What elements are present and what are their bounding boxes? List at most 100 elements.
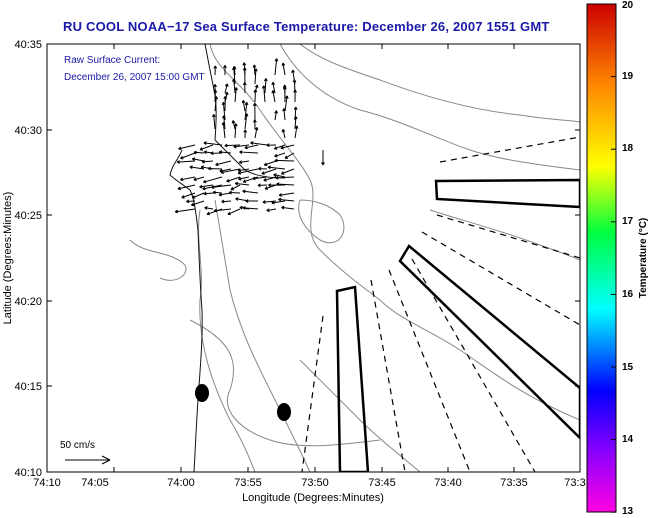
sst-patch-marker	[195, 384, 209, 402]
current-vector	[191, 157, 205, 162]
x-tick-label: 73:40	[434, 477, 462, 489]
current-vector	[199, 144, 214, 151]
current-vector	[226, 176, 241, 183]
radar-sector-box	[335, 285, 370, 472]
current-vector	[212, 114, 216, 130]
current-vector	[244, 113, 249, 130]
current-label-line1: Raw Surface Current:	[64, 55, 160, 66]
current-vector	[241, 99, 246, 112]
current-vector	[266, 143, 277, 148]
bathymetry-contour	[299, 44, 580, 123]
radar-range-line	[301, 315, 324, 472]
current-vector	[215, 160, 232, 167]
bathymetry-contour	[299, 359, 421, 472]
x-tick-label: 73:55	[234, 477, 262, 489]
current-vector	[224, 83, 229, 94]
current-vector	[214, 96, 219, 112]
x-tick-label: 73:50	[301, 477, 329, 489]
current-vector	[237, 168, 259, 175]
current-vector	[252, 176, 268, 181]
bathymetry-contour	[129, 239, 187, 281]
colorbar-tick-label: 13	[622, 506, 634, 517]
surface-current-vectors	[174, 58, 325, 216]
current-vector	[224, 143, 241, 148]
current-vector	[243, 129, 248, 139]
current-vector	[266, 208, 277, 213]
current-vector	[276, 182, 295, 186]
y-tick-label: 40:30	[14, 125, 42, 137]
current-vector	[204, 206, 214, 210]
current-vector	[190, 200, 205, 207]
current-vector	[228, 190, 241, 195]
x-tick-label: 74:10	[33, 477, 61, 489]
bathymetry-contour	[214, 199, 311, 472]
x-tick-label: 74:00	[167, 477, 195, 489]
current-vector	[282, 86, 287, 103]
current-vector	[227, 208, 241, 216]
current-vector	[280, 168, 295, 175]
current-vector	[234, 181, 250, 186]
current-vector	[207, 166, 223, 171]
current-vector	[233, 123, 238, 139]
current-vector	[230, 184, 241, 191]
current-vector	[174, 208, 196, 214]
y-tick-label: 40:15	[14, 381, 42, 393]
current-vector	[203, 141, 223, 146]
colorbar-label: Temperature (°C)	[638, 218, 649, 299]
current-vector	[221, 121, 226, 139]
colorbar-tick-label: 16	[622, 289, 634, 300]
current-vector	[203, 191, 214, 196]
bathymetry-contour	[189, 319, 381, 447]
radar-sector-box	[398, 244, 580, 440]
x-tick-label: 73:3	[564, 477, 585, 489]
current-vector	[281, 128, 286, 139]
colorbar-tick-label: 17	[622, 216, 634, 227]
current-vector	[254, 127, 259, 139]
temperature-colorbar	[586, 3, 617, 513]
current-vector	[242, 206, 259, 210]
radar-range-line	[421, 231, 580, 326]
current-vector	[191, 192, 205, 199]
current-vector	[278, 197, 295, 202]
current-vector	[253, 89, 258, 103]
bathymetry-contour	[209, 44, 580, 421]
y-tick-label: 40:25	[14, 210, 42, 222]
y-tick-label: 40:10	[14, 467, 42, 479]
current-vector	[218, 150, 232, 154]
radar-range-line	[411, 258, 536, 472]
current-vector	[199, 184, 214, 189]
coastline	[169, 149, 203, 472]
current-vector	[193, 176, 205, 182]
current-vector	[263, 78, 268, 94]
y-tick-label: 40:20	[14, 296, 42, 308]
current-vector	[234, 87, 238, 103]
radar-range-line	[388, 269, 471, 472]
x-tick-label: 73:35	[500, 477, 528, 489]
current-vector	[223, 96, 228, 112]
bathymetry-contour	[429, 209, 580, 261]
current-vector	[271, 81, 276, 94]
bathymetry-contour	[279, 44, 580, 171]
current-vector	[203, 176, 223, 184]
current-vector	[268, 183, 286, 188]
current-vector	[220, 168, 241, 175]
colorbar-tick-label: 18	[622, 143, 634, 154]
current-vector	[280, 144, 295, 150]
current-vector	[274, 152, 286, 158]
current-vector	[244, 102, 249, 121]
current-vector	[180, 152, 196, 160]
current-vector	[273, 144, 286, 150]
x-axis-label: Longitude (Degrees:Minutes)	[242, 492, 384, 504]
current-vector	[294, 125, 299, 139]
current-vector	[267, 165, 286, 170]
current-vector	[242, 176, 259, 183]
current-vector	[263, 160, 277, 167]
current-vector	[211, 184, 232, 190]
colorbar-tick-label: 19	[622, 71, 634, 82]
y-axis-label: Latitude (Degrees:Minutes)	[2, 192, 14, 325]
radar-range-line	[370, 279, 406, 472]
current-vector	[253, 68, 258, 85]
current-vector	[281, 62, 286, 76]
radar-range-line	[436, 214, 580, 259]
